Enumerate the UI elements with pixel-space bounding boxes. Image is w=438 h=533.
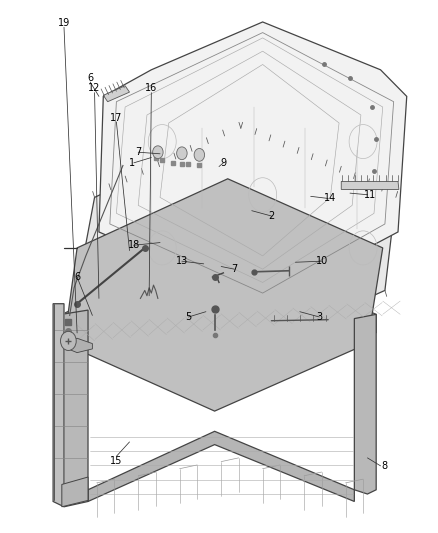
- Text: 8: 8: [382, 461, 388, 471]
- Polygon shape: [62, 477, 88, 507]
- Polygon shape: [88, 431, 354, 502]
- Text: 1: 1: [129, 158, 135, 168]
- Polygon shape: [103, 86, 130, 102]
- Polygon shape: [53, 304, 88, 507]
- Text: 17: 17: [110, 112, 123, 123]
- Text: 19: 19: [58, 18, 70, 28]
- Polygon shape: [64, 179, 383, 411]
- Text: 9: 9: [220, 158, 226, 168]
- Text: 2: 2: [268, 211, 275, 221]
- Text: 5: 5: [185, 312, 191, 322]
- Text: 7: 7: [135, 147, 141, 157]
- Text: 15: 15: [110, 456, 123, 465]
- Text: 16: 16: [145, 83, 157, 93]
- Text: 12: 12: [88, 83, 101, 93]
- Text: 6: 6: [74, 272, 80, 282]
- Text: 18: 18: [128, 240, 140, 250]
- Text: 3: 3: [316, 312, 322, 322]
- Circle shape: [152, 146, 163, 159]
- Text: 6: 6: [87, 73, 93, 83]
- Text: 11: 11: [364, 190, 376, 200]
- Polygon shape: [77, 128, 396, 357]
- Polygon shape: [341, 181, 399, 189]
- Polygon shape: [99, 22, 407, 304]
- Circle shape: [60, 332, 76, 351]
- Text: 13: 13: [176, 256, 188, 266]
- Circle shape: [177, 147, 187, 160]
- Text: 7: 7: [231, 264, 237, 274]
- Polygon shape: [62, 310, 88, 494]
- Polygon shape: [354, 314, 376, 494]
- Text: 10: 10: [315, 256, 328, 266]
- Text: 14: 14: [324, 193, 336, 204]
- Polygon shape: [62, 245, 376, 333]
- Polygon shape: [64, 338, 92, 353]
- Circle shape: [194, 149, 205, 161]
